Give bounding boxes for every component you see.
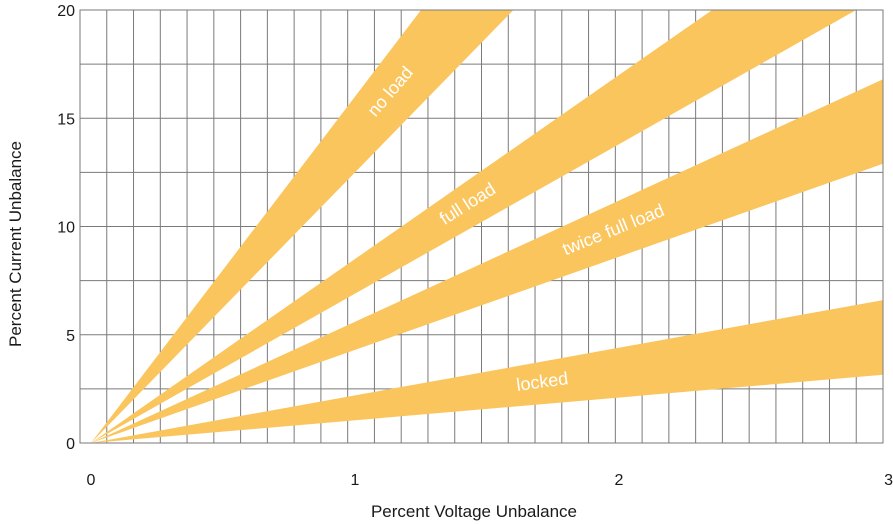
x-tick-label: 2: [615, 472, 624, 489]
bands: [91, 10, 883, 444]
y-tick-label: 0: [66, 436, 75, 453]
band-full-load: [91, 10, 857, 443]
band-twice-full-load: [91, 79, 883, 444]
x-axis-label: Percent Voltage Unbalance: [371, 502, 577, 521]
y-tick-label: 15: [57, 111, 75, 128]
x-tick-label: 3: [884, 472, 893, 489]
y-tick-label: 5: [66, 328, 75, 345]
x-tick-label: 1: [351, 472, 360, 489]
x-tick-label: 0: [87, 472, 96, 489]
band-no-load: [91, 10, 514, 443]
plot-frame: [79, 9, 884, 444]
y-axis-label: Percent Current Unbalance: [6, 141, 25, 347]
tick-labels: 0 1 2 3 0 5 10 15 20: [57, 3, 893, 489]
band-locked: [91, 300, 883, 443]
y-tick-label: 10: [57, 220, 75, 237]
y-tick-label: 20: [57, 3, 75, 20]
